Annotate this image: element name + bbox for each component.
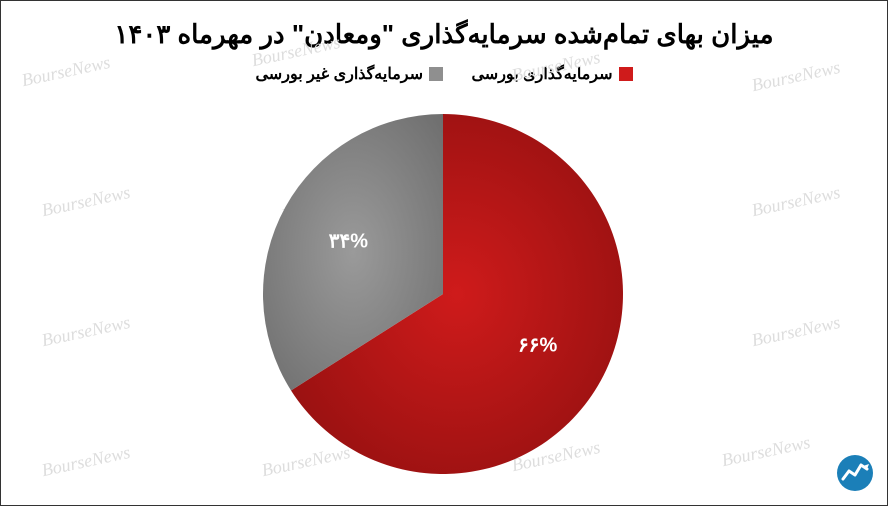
- pie-wrap: ۶۶% ۳۴%: [1, 104, 887, 484]
- slice-label-0: ۶۶%: [518, 334, 557, 356]
- legend-swatch-0: [619, 67, 633, 81]
- legend-item-0: سرمایه‌گذاری بورسی: [471, 64, 632, 84]
- legend-label-1: سرمایه‌گذاری غیر بورسی: [255, 64, 423, 84]
- legend: سرمایه‌گذاری بورسی سرمایه‌گذاری غیر بورس…: [1, 64, 887, 86]
- boursenews-logo-icon: [837, 455, 873, 491]
- legend-item-1: سرمایه‌گذاری غیر بورسی: [255, 64, 443, 84]
- pie-chart: ۶۶% ۳۴%: [0, 104, 887, 484]
- slice-label-1: ۳۴%: [329, 230, 368, 252]
- chart-title: میزان بهای تمام‌شده سرمایه‌گذاری "ومعادن…: [1, 1, 887, 50]
- chart-container: BourseNewsBourseNewsBourseNewsBourseNews…: [0, 0, 888, 506]
- legend-label-0: سرمایه‌گذاری بورسی: [471, 64, 612, 84]
- legend-swatch-1: [429, 67, 443, 81]
